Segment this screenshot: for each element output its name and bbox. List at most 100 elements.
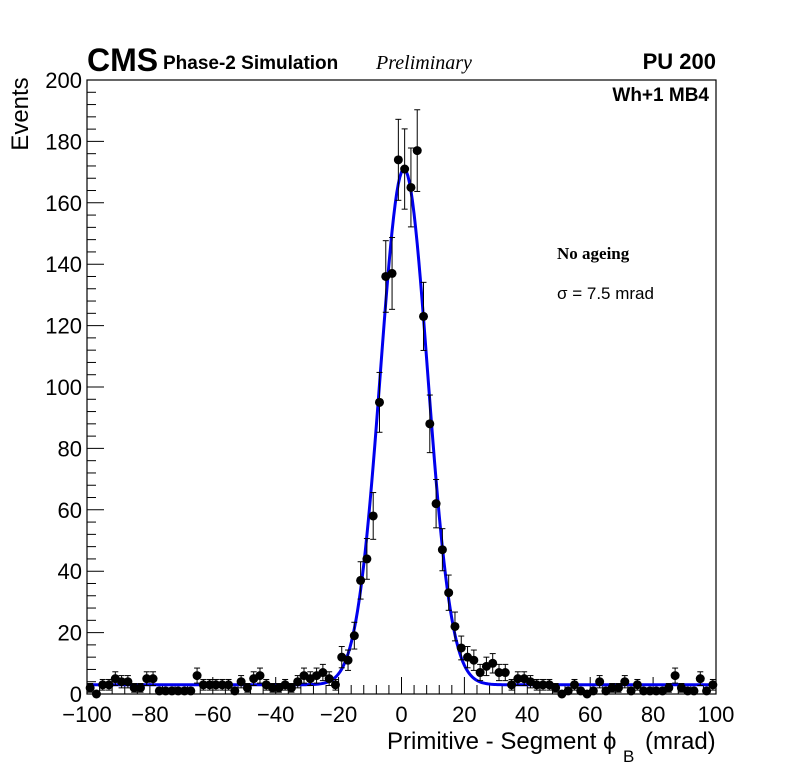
x-tick-label: 0 — [395, 702, 407, 727]
data-marker — [639, 686, 649, 696]
data-point — [186, 686, 196, 696]
data-marker — [702, 686, 712, 696]
data-point — [117, 675, 127, 689]
x-axis-title-unit: (mrad) — [645, 728, 716, 755]
data-marker — [645, 686, 655, 696]
data-marker — [343, 655, 353, 665]
data-point — [104, 678, 114, 691]
data-point — [412, 109, 422, 192]
data-marker — [513, 674, 523, 684]
x-tick-label: −100 — [62, 702, 112, 727]
data-marker — [192, 671, 202, 681]
x-tick-label: −60 — [194, 702, 231, 727]
x-tick-labels: −100 −80 −60 −40 −20 0 20 40 60 80 100 — [62, 702, 734, 727]
data-marker — [242, 683, 252, 693]
data-marker — [670, 671, 680, 681]
data-point — [192, 667, 202, 684]
data-marker — [683, 686, 693, 696]
y-tick-label: 80 — [58, 436, 82, 461]
data-marker — [437, 545, 447, 555]
data-point — [469, 649, 479, 671]
data-marker — [406, 182, 416, 192]
data-marker — [500, 668, 510, 678]
data-marker — [507, 680, 517, 690]
data-marker — [632, 680, 642, 690]
data-marker — [563, 686, 573, 696]
data-point — [551, 683, 561, 693]
data-point — [318, 663, 328, 682]
data-point — [689, 686, 699, 696]
data-marker — [689, 686, 699, 696]
data-point — [362, 538, 372, 580]
data-point — [419, 281, 429, 351]
x-tick-label: 40 — [515, 702, 539, 727]
data-point — [500, 663, 510, 682]
data-point — [595, 675, 605, 689]
data-marker — [211, 680, 221, 690]
data-marker — [98, 680, 108, 690]
y-axis-title: Events — [7, 77, 34, 150]
data-points — [85, 109, 718, 699]
cms-label: CMS — [87, 42, 158, 78]
data-point — [148, 671, 158, 687]
data-marker — [255, 671, 265, 681]
y-tick-labels: 0 20 40 60 80 100 120 140 160 180 200 — [45, 68, 82, 707]
data-marker — [551, 683, 561, 693]
data-marker — [595, 677, 605, 687]
data-point — [255, 667, 265, 684]
data-point — [324, 671, 334, 687]
data-marker — [444, 588, 454, 598]
data-marker — [179, 686, 189, 696]
y-tick-label: 200 — [45, 68, 82, 93]
data-point — [236, 675, 246, 689]
data-marker — [356, 575, 366, 585]
data-marker — [205, 680, 215, 690]
data-marker — [330, 680, 340, 690]
data-marker — [412, 146, 422, 156]
data-point — [356, 561, 366, 600]
data-point — [532, 678, 542, 691]
data-marker — [607, 683, 617, 693]
data-marker — [198, 680, 208, 690]
x-tick-label: 60 — [578, 702, 602, 727]
data-point — [670, 667, 680, 684]
y-tick-label: 0 — [70, 682, 82, 707]
y-tick-label: 20 — [58, 621, 82, 646]
data-point — [475, 663, 485, 682]
pileup-label: PU 200 — [643, 49, 716, 74]
data-point — [708, 678, 718, 691]
data-point — [400, 128, 410, 210]
data-marker — [569, 680, 579, 690]
data-point — [129, 683, 139, 693]
data-point — [437, 528, 447, 572]
data-marker — [173, 686, 183, 696]
data-point — [349, 621, 359, 650]
data-marker — [154, 686, 164, 696]
data-point — [519, 671, 529, 687]
y-tick-label: 180 — [45, 129, 82, 154]
data-point — [98, 678, 108, 691]
data-marker — [148, 674, 158, 684]
data-marker — [626, 686, 636, 696]
data-point — [330, 678, 340, 691]
data-marker — [268, 683, 278, 693]
data-point — [494, 663, 504, 682]
y-tick-label: 60 — [58, 498, 82, 523]
data-marker — [349, 631, 359, 641]
data-marker — [614, 683, 624, 693]
y-tick-label: 100 — [45, 375, 82, 400]
data-point — [286, 683, 296, 693]
data-point — [135, 683, 145, 693]
data-point — [387, 236, 397, 310]
data-point — [343, 649, 353, 671]
preliminary-label: Preliminary — [375, 52, 472, 74]
data-marker — [425, 419, 435, 429]
data-point — [368, 492, 378, 540]
x-tick-label: 100 — [698, 702, 735, 727]
data-marker — [104, 680, 114, 690]
data-marker — [419, 311, 429, 321]
data-marker — [374, 397, 384, 407]
data-marker — [469, 655, 479, 665]
data-point — [425, 394, 435, 454]
data-marker — [368, 511, 378, 521]
